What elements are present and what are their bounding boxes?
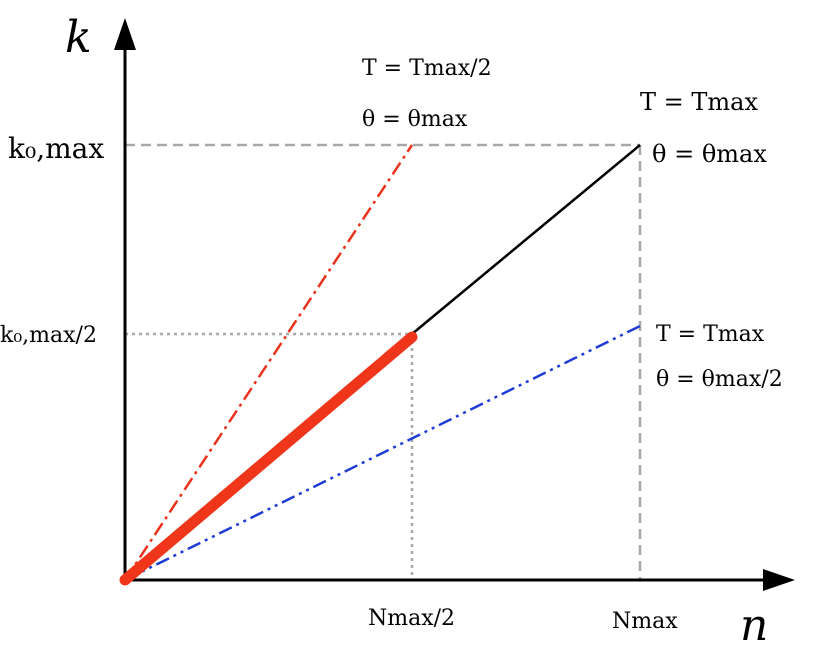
red-annotation-line2: θ = θmax xyxy=(362,107,468,132)
red-dashdot-line xyxy=(123,144,414,581)
black-annotation-line1: T = Tmax xyxy=(640,88,758,116)
y-tick-top: k₀,max xyxy=(8,132,104,165)
x-axis-label: n xyxy=(740,600,768,648)
x-tick-mid: Nmax/2 xyxy=(368,606,455,631)
x-axis-arrow xyxy=(763,569,795,591)
black-annotation-line2: θ = θmax xyxy=(652,140,767,168)
black-line xyxy=(411,144,641,335)
y-tick-mid: k₀,max/2 xyxy=(0,323,97,348)
blue-annotation-line1: T = Tmax xyxy=(656,322,765,347)
blue-dashdot-line xyxy=(124,324,641,582)
blue-annotation-line2: θ = θmax/2 xyxy=(656,367,783,392)
red-annotation-line1: T = Tmax/2 xyxy=(362,56,492,81)
x-tick-right: Nmax xyxy=(612,609,678,634)
y-axis-label: k xyxy=(65,12,92,63)
y-axis-arrow xyxy=(114,18,136,50)
red-thick-line xyxy=(119,331,418,586)
